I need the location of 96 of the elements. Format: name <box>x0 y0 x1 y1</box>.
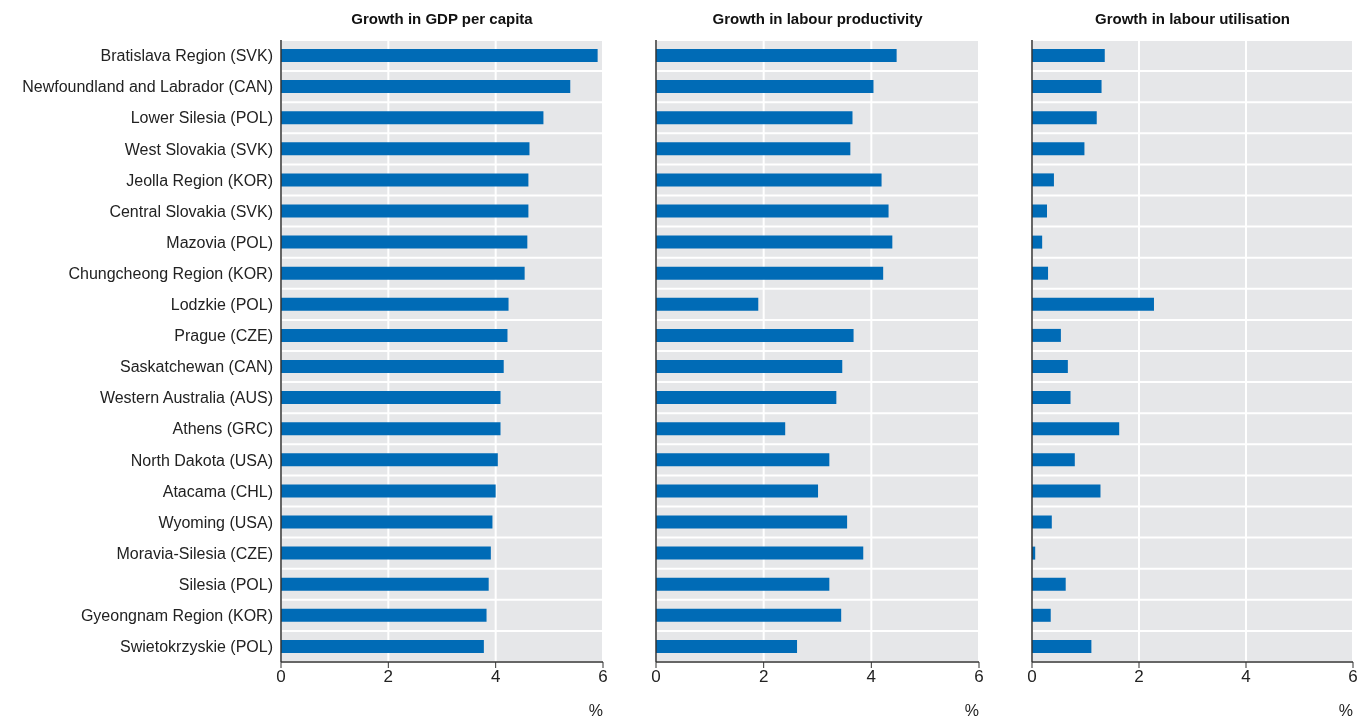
bar <box>281 266 525 280</box>
x-axis-title: % <box>964 702 979 718</box>
bar <box>1032 204 1047 218</box>
bar <box>656 80 874 94</box>
bar <box>656 608 842 622</box>
bar <box>281 49 598 62</box>
x-tick-label: 6 <box>1348 667 1357 687</box>
bar <box>281 173 529 187</box>
bar <box>1032 111 1097 125</box>
bar <box>656 453 830 467</box>
bar <box>1032 577 1066 591</box>
bar <box>1032 608 1051 622</box>
y-tick-label: Wyoming (USA) <box>158 513 273 531</box>
bar <box>281 391 501 405</box>
x-axis-title: % <box>588 702 603 718</box>
y-tick-label: Athens (GRC) <box>172 420 273 438</box>
x-tick-label: 0 <box>1027 667 1037 687</box>
x-tick-label: 4 <box>1241 667 1251 687</box>
y-tick-label: Mazovia (POL) <box>166 233 273 251</box>
x-tick-label: 0 <box>651 667 661 687</box>
bar <box>281 111 544 125</box>
bar <box>281 235 528 249</box>
bar <box>1032 266 1049 280</box>
bar <box>656 111 853 125</box>
y-tick-label: Atacama (CHL) <box>162 482 273 500</box>
bar <box>1032 142 1085 156</box>
bar <box>1032 422 1120 436</box>
y-tick-label: Gyeongnam Region (KOR) <box>80 607 273 625</box>
bar <box>656 266 884 280</box>
x-tick-label: 6 <box>598 667 608 687</box>
bar <box>281 546 491 560</box>
x-tick-label: 0 <box>276 667 286 687</box>
bar <box>656 577 830 591</box>
bar <box>1032 453 1075 467</box>
bar <box>656 422 786 436</box>
bar <box>281 608 487 622</box>
bar <box>1032 173 1054 187</box>
bar <box>281 360 504 373</box>
bar <box>656 328 854 342</box>
bar <box>656 546 864 560</box>
y-tick-label: West Slovakia (SVK) <box>124 140 273 158</box>
y-tick-label: Lodzkie (POL) <box>170 296 273 314</box>
bar <box>281 142 530 156</box>
bar <box>281 484 496 498</box>
x-tick-label: 4 <box>866 667 877 687</box>
bar <box>656 360 843 373</box>
y-tick-label: Newfoundland and Labrador (CAN) <box>22 78 273 96</box>
bar <box>656 235 893 249</box>
x-tick-label: 2 <box>383 667 394 687</box>
y-tick-label: Bratislava Region (SVK) <box>100 47 273 65</box>
chart-title: Growth in labour productivity <box>711 10 924 27</box>
y-tick-label: Lower Silesia (POL) <box>130 109 273 127</box>
bar <box>656 639 798 653</box>
bar <box>281 515 493 529</box>
x-tick-label: 4 <box>490 667 501 687</box>
bar <box>656 204 889 218</box>
bar <box>1032 515 1052 529</box>
y-tick-label: Jeolla Region (KOR) <box>126 171 273 189</box>
bar <box>281 328 508 342</box>
bar <box>1032 328 1061 342</box>
bar <box>281 453 498 467</box>
chart-title: Growth in labour utilisation <box>1094 10 1291 27</box>
bar <box>656 297 759 311</box>
y-tick-label: Central Slovakia (SVK) <box>109 202 273 220</box>
bar <box>281 577 489 591</box>
bar <box>1032 484 1101 498</box>
x-axis-title: % <box>1338 702 1353 718</box>
bar <box>1032 391 1071 405</box>
x-tick-label: 2 <box>758 667 769 687</box>
y-tick-label: Silesia (POL) <box>178 575 273 593</box>
y-tick-label: Western Australia (AUS) <box>99 389 273 407</box>
y-tick-label: Prague (CZE) <box>174 327 273 345</box>
bar <box>1032 80 1102 94</box>
bar <box>656 49 897 62</box>
bar <box>1032 360 1068 373</box>
bar <box>656 142 851 156</box>
y-tick-label: Moravia-Silesia (CZE) <box>116 544 273 562</box>
bar <box>1032 639 1092 653</box>
bar <box>1032 297 1154 311</box>
bar <box>656 173 882 187</box>
bar <box>281 204 529 218</box>
bar <box>656 515 848 529</box>
y-tick-label: Swietokrzyskie (POL) <box>120 638 273 656</box>
bar <box>281 639 484 653</box>
x-tick-label: 2 <box>1134 667 1144 687</box>
bar <box>281 297 509 311</box>
bar <box>656 391 837 405</box>
bar <box>1032 49 1105 62</box>
y-tick-label: North Dakota (USA) <box>130 451 273 469</box>
chart-title: Growth in GDP per capita <box>350 10 534 27</box>
x-tick-label: 6 <box>974 667 984 687</box>
y-tick-label: Saskatchewan (CAN) <box>120 358 273 376</box>
bar <box>281 422 501 436</box>
bar <box>281 80 571 94</box>
bar <box>656 484 819 498</box>
y-tick-label: Chungcheong Region (KOR) <box>68 264 273 282</box>
